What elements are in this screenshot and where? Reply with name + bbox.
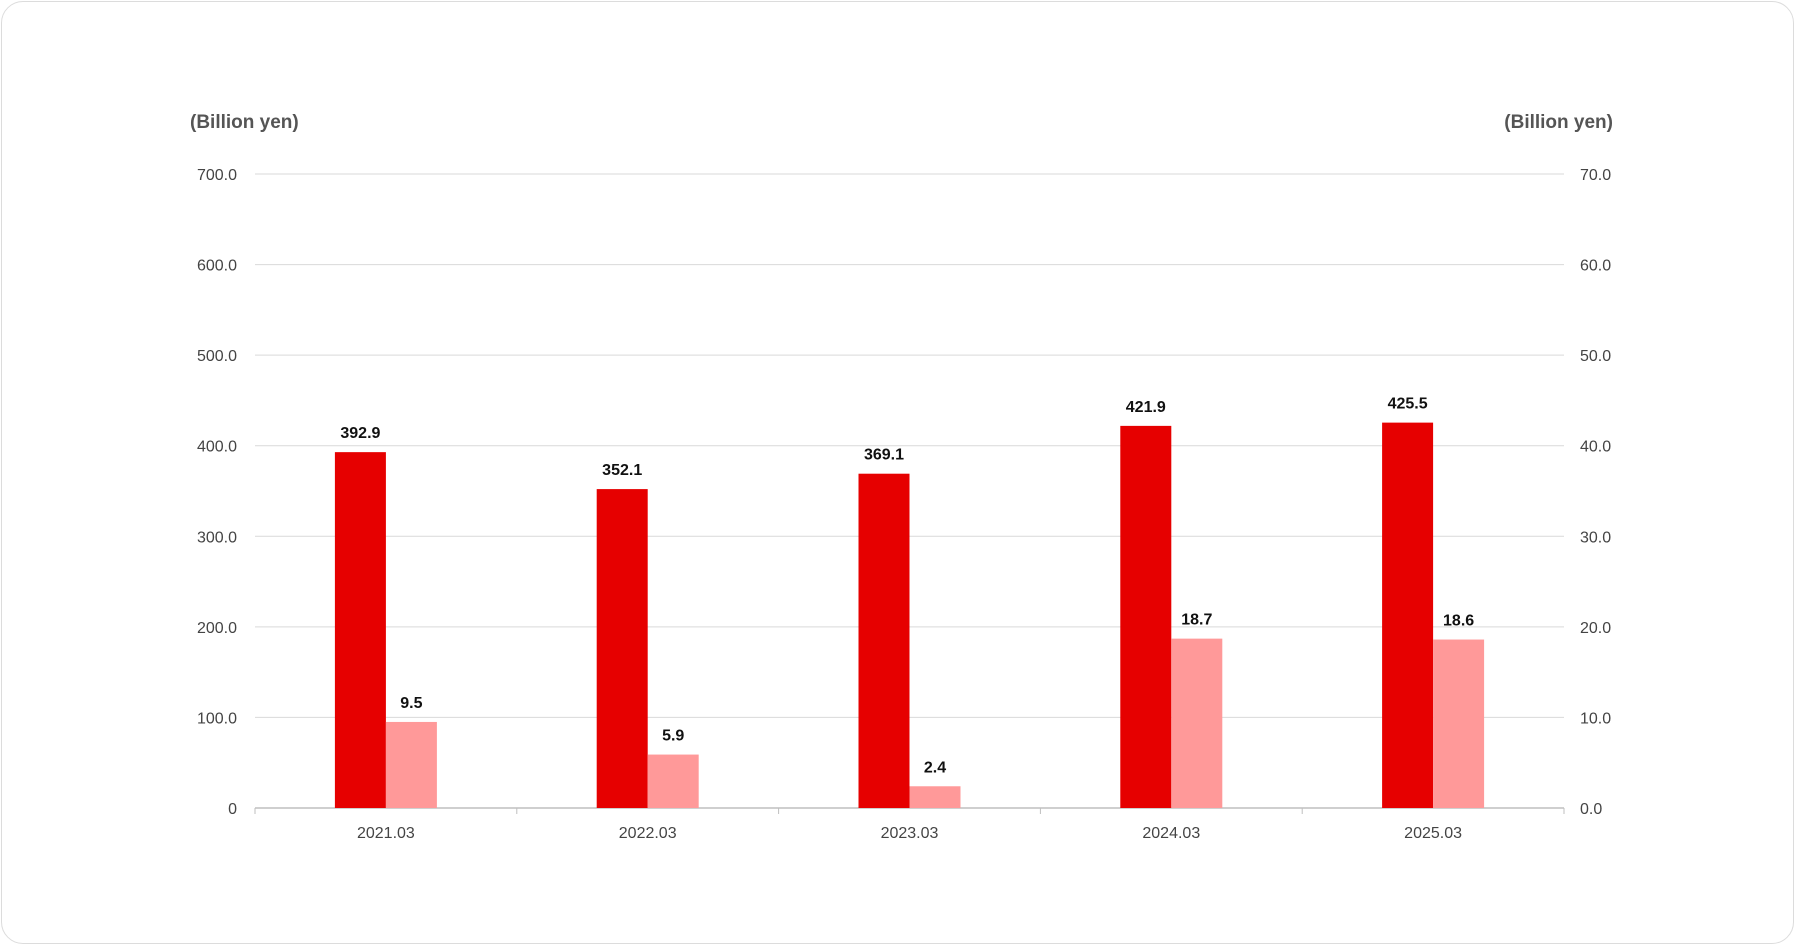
- data-labels: 392.9 9.5 352.1 5.9 369.1 2.4 421.9 18.7 425.5 18…: [340, 396, 1474, 777]
- left-tick-label: 300.0: [197, 529, 237, 546]
- right-tick-label: 60.0: [1580, 258, 1611, 275]
- bar-secondary-2022.03: [647, 754, 699, 808]
- left-tick-label: 100.0: [197, 710, 237, 727]
- category-label: 2021.03: [357, 825, 415, 842]
- right-tick-label: 70.0: [1580, 167, 1611, 184]
- left-tick-label: 400.0: [197, 439, 237, 456]
- bar-secondary-2021.03: [385, 721, 437, 808]
- bar-secondary-2023.03: [909, 786, 961, 808]
- category-label: 2023.03: [881, 825, 939, 842]
- left-axis-ticks: 0 100.0 200.0 300.0 400.0 500.0 600.0 700.0: [197, 167, 237, 818]
- bar-primary-2023.03: [858, 473, 910, 808]
- left-tick-label: 700.0: [197, 167, 237, 184]
- right-tick-label: 30.0: [1580, 529, 1611, 546]
- left-tick-label: 600.0: [197, 258, 237, 275]
- data-label-primary: 421.9: [1126, 399, 1166, 416]
- bar-secondary-2024.03: [1171, 638, 1223, 808]
- bars: [334, 422, 1485, 808]
- data-label-primary: 352.1: [602, 462, 642, 479]
- left-tick-label: 200.0: [197, 620, 237, 637]
- right-axis-ticks: 0.0 10.0 20.0 30.0 40.0 50.0 60.0 70.0: [1580, 167, 1611, 818]
- left-axis-unit-label: (Billion yen): [190, 112, 299, 133]
- data-label-secondary: 5.9: [662, 728, 684, 745]
- right-tick-label: 0.0: [1580, 801, 1602, 818]
- data-label-primary: 392.9: [340, 425, 380, 442]
- bar-secondary-2025.03: [1433, 639, 1485, 808]
- right-tick-label: 40.0: [1580, 439, 1611, 456]
- bar-primary-2022.03: [596, 489, 648, 808]
- category-labels: 2021.03 2022.03 2023.03 2024.03 2025.03: [357, 825, 1462, 842]
- right-axis-unit-label: (Billion yen): [1504, 112, 1613, 133]
- data-label-primary: 425.5: [1388, 396, 1428, 413]
- left-tick-label: 500.0: [197, 348, 237, 365]
- category-label: 2025.03: [1404, 825, 1462, 842]
- bar-primary-2025.03: [1382, 422, 1434, 808]
- bar-primary-2024.03: [1120, 425, 1172, 808]
- bar-primary-2021.03: [334, 452, 386, 808]
- data-label-primary: 369.1: [864, 447, 904, 464]
- category-label: 2024.03: [1142, 825, 1200, 842]
- data-label-secondary: 18.7: [1181, 612, 1212, 629]
- right-tick-label: 50.0: [1580, 348, 1611, 365]
- right-tick-label: 20.0: [1580, 620, 1611, 637]
- data-label-secondary: 9.5: [400, 695, 422, 712]
- right-tick-label: 10.0: [1580, 710, 1611, 727]
- category-label: 2022.03: [619, 825, 677, 842]
- left-tick-label: 0: [228, 801, 237, 818]
- data-label-secondary: 2.4: [924, 759, 946, 776]
- data-label-secondary: 18.6: [1443, 613, 1474, 630]
